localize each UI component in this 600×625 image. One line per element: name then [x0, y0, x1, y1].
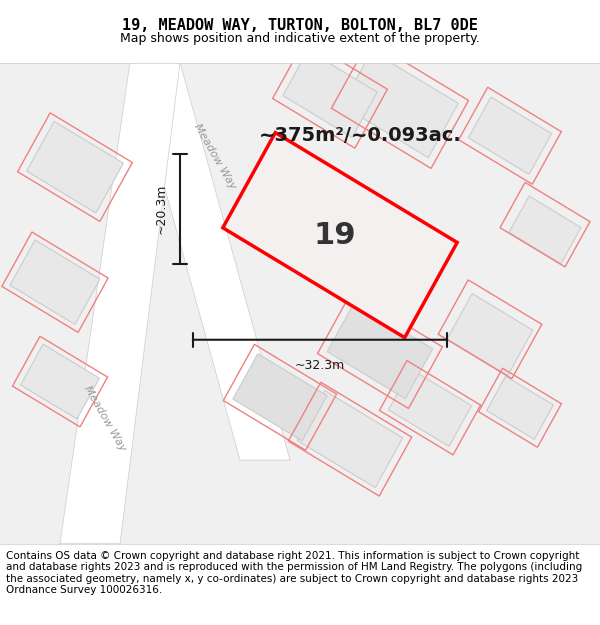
Polygon shape — [274, 183, 406, 308]
Polygon shape — [130, 62, 290, 460]
Polygon shape — [60, 62, 180, 544]
Polygon shape — [233, 354, 327, 441]
Polygon shape — [223, 132, 457, 338]
Text: Map shows position and indicative extent of the property.: Map shows position and indicative extent… — [120, 32, 480, 45]
Text: 19, MEADOW WAY, TURTON, BOLTON, BL7 0DE: 19, MEADOW WAY, TURTON, BOLTON, BL7 0DE — [122, 18, 478, 32]
Polygon shape — [10, 240, 100, 324]
Polygon shape — [509, 196, 581, 264]
Text: Contains OS data © Crown copyright and database right 2021. This information is : Contains OS data © Crown copyright and d… — [6, 551, 582, 596]
Text: ~32.3m: ~32.3m — [295, 359, 345, 372]
Polygon shape — [297, 391, 403, 488]
Text: ~375m²/~0.093ac.: ~375m²/~0.093ac. — [259, 126, 461, 145]
Text: ~20.3m: ~20.3m — [155, 184, 168, 234]
Polygon shape — [26, 121, 124, 213]
Polygon shape — [327, 302, 433, 399]
Polygon shape — [341, 51, 458, 158]
Text: Meadow Way: Meadow Way — [82, 384, 128, 452]
Polygon shape — [447, 294, 533, 376]
Polygon shape — [388, 369, 472, 446]
Polygon shape — [283, 50, 377, 138]
Text: Meadow Way: Meadow Way — [192, 122, 238, 191]
Text: 19: 19 — [314, 221, 356, 249]
Polygon shape — [469, 97, 551, 174]
Polygon shape — [487, 376, 553, 439]
Polygon shape — [20, 344, 100, 419]
